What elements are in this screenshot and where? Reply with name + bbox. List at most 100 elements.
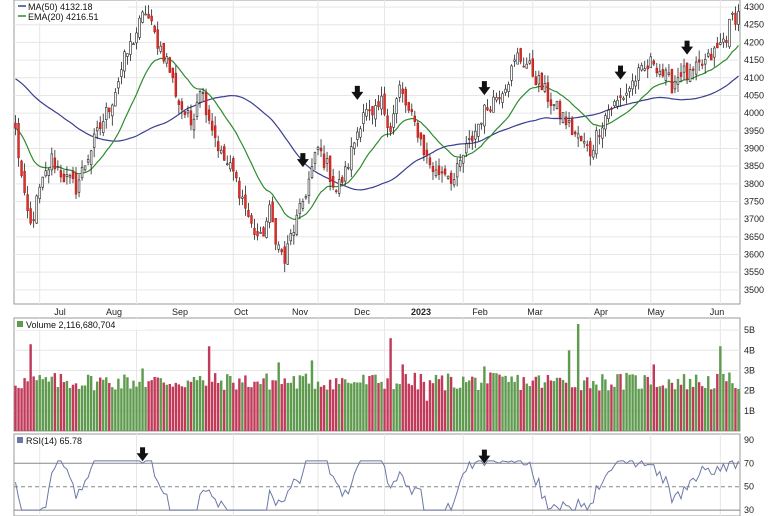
candle-body xyxy=(117,81,120,89)
volume-bar xyxy=(722,373,725,431)
candle-body xyxy=(719,42,722,45)
candle-body xyxy=(271,201,274,223)
volume-bar xyxy=(32,376,35,431)
price-tick-label: 3900 xyxy=(744,143,764,153)
volume-bar xyxy=(220,380,223,431)
peak-arrow xyxy=(351,85,364,100)
volume-bar xyxy=(410,385,413,431)
candle-body xyxy=(77,179,81,193)
candle-body xyxy=(95,127,99,132)
volume-bar xyxy=(201,380,205,431)
volume-bar xyxy=(53,373,57,431)
volume-bar xyxy=(589,388,592,431)
candle-body xyxy=(416,122,420,138)
candle-body xyxy=(710,53,713,61)
rsi-label: RSI(14) 65.78 xyxy=(26,436,82,446)
volume-bar xyxy=(174,382,178,431)
candle-body xyxy=(207,109,211,121)
candle-body xyxy=(458,159,462,168)
candle-body xyxy=(625,92,628,96)
price-tick-label: 4200 xyxy=(744,37,764,47)
candle-body xyxy=(607,109,610,119)
candle-body xyxy=(371,106,374,116)
volume-bar xyxy=(153,376,156,431)
candle-body xyxy=(162,42,165,62)
candle-body xyxy=(700,63,704,66)
volume-bar xyxy=(558,377,562,431)
volume-bar xyxy=(114,389,117,431)
candle-body xyxy=(543,83,547,92)
volume-bar xyxy=(74,383,78,431)
candle-body xyxy=(480,122,483,125)
candle-body xyxy=(658,70,662,75)
candle-body xyxy=(452,179,456,186)
candle-body xyxy=(483,104,486,127)
volume-bar xyxy=(250,387,253,431)
volume-bar xyxy=(637,388,640,431)
candle-body xyxy=(564,116,568,126)
volume-bar xyxy=(465,382,468,431)
candle-body xyxy=(353,142,356,149)
candle-body xyxy=(440,171,444,174)
price-tick-label: 4150 xyxy=(744,55,764,65)
volume-bar xyxy=(383,388,386,431)
candle-body xyxy=(129,41,132,55)
candle-body xyxy=(29,208,32,224)
candle-body xyxy=(622,97,625,100)
volume-bar xyxy=(295,388,299,431)
candle-body xyxy=(56,166,60,168)
volume-bar xyxy=(507,381,510,431)
candle-body xyxy=(74,173,78,195)
price-tick-label: 4300 xyxy=(744,2,764,12)
volume-bar xyxy=(598,390,601,431)
candle-body xyxy=(516,52,519,65)
volume-label-bg xyxy=(16,319,146,330)
volume-tick-label: 5B xyxy=(744,325,755,335)
volume-bar xyxy=(216,382,220,431)
volume-bar xyxy=(452,387,456,431)
candle-body xyxy=(667,72,671,75)
volume-bar xyxy=(83,385,87,431)
price-tick-label: 3600 xyxy=(744,250,764,260)
candle-body xyxy=(504,88,507,94)
candle-body xyxy=(226,163,229,165)
candle-body xyxy=(114,92,117,107)
volume-bar xyxy=(68,387,72,431)
candle-body xyxy=(540,72,544,91)
volume-bar xyxy=(350,383,353,431)
volume-bar xyxy=(468,380,471,431)
volume-bar xyxy=(537,375,541,431)
volume-bar xyxy=(649,384,652,431)
volume-bar xyxy=(47,381,50,431)
volume-bar xyxy=(443,390,447,431)
candle-body xyxy=(32,219,35,221)
volume-bar xyxy=(664,388,668,431)
candle-body xyxy=(722,38,725,43)
candle-body xyxy=(192,118,196,131)
candle-body xyxy=(165,56,168,64)
volume-bar xyxy=(298,375,302,431)
candle-body xyxy=(685,62,689,80)
volume-tick-label: 4B xyxy=(744,345,755,355)
price-tick-label: 3950 xyxy=(744,126,764,136)
volume-bar xyxy=(192,376,196,431)
volume-bar xyxy=(449,376,453,431)
candle-body xyxy=(180,101,184,110)
volume-bar xyxy=(670,382,674,431)
candle-body xyxy=(604,115,607,130)
volume-bar xyxy=(474,377,477,431)
volume-bar xyxy=(567,350,571,431)
candle-body xyxy=(704,59,707,65)
volume-bar xyxy=(425,400,429,431)
rsi-peak-arrow xyxy=(136,447,149,462)
candle-body xyxy=(256,231,259,237)
x-tick-label: 2023 xyxy=(411,307,431,317)
candle-body xyxy=(670,68,674,94)
volume-bar xyxy=(380,381,383,431)
candle-body xyxy=(694,61,698,75)
candle-body xyxy=(186,110,190,114)
volume-bar xyxy=(334,378,338,431)
volume-bar xyxy=(213,373,217,431)
volume-bar xyxy=(386,378,389,431)
candle-body xyxy=(247,209,250,217)
